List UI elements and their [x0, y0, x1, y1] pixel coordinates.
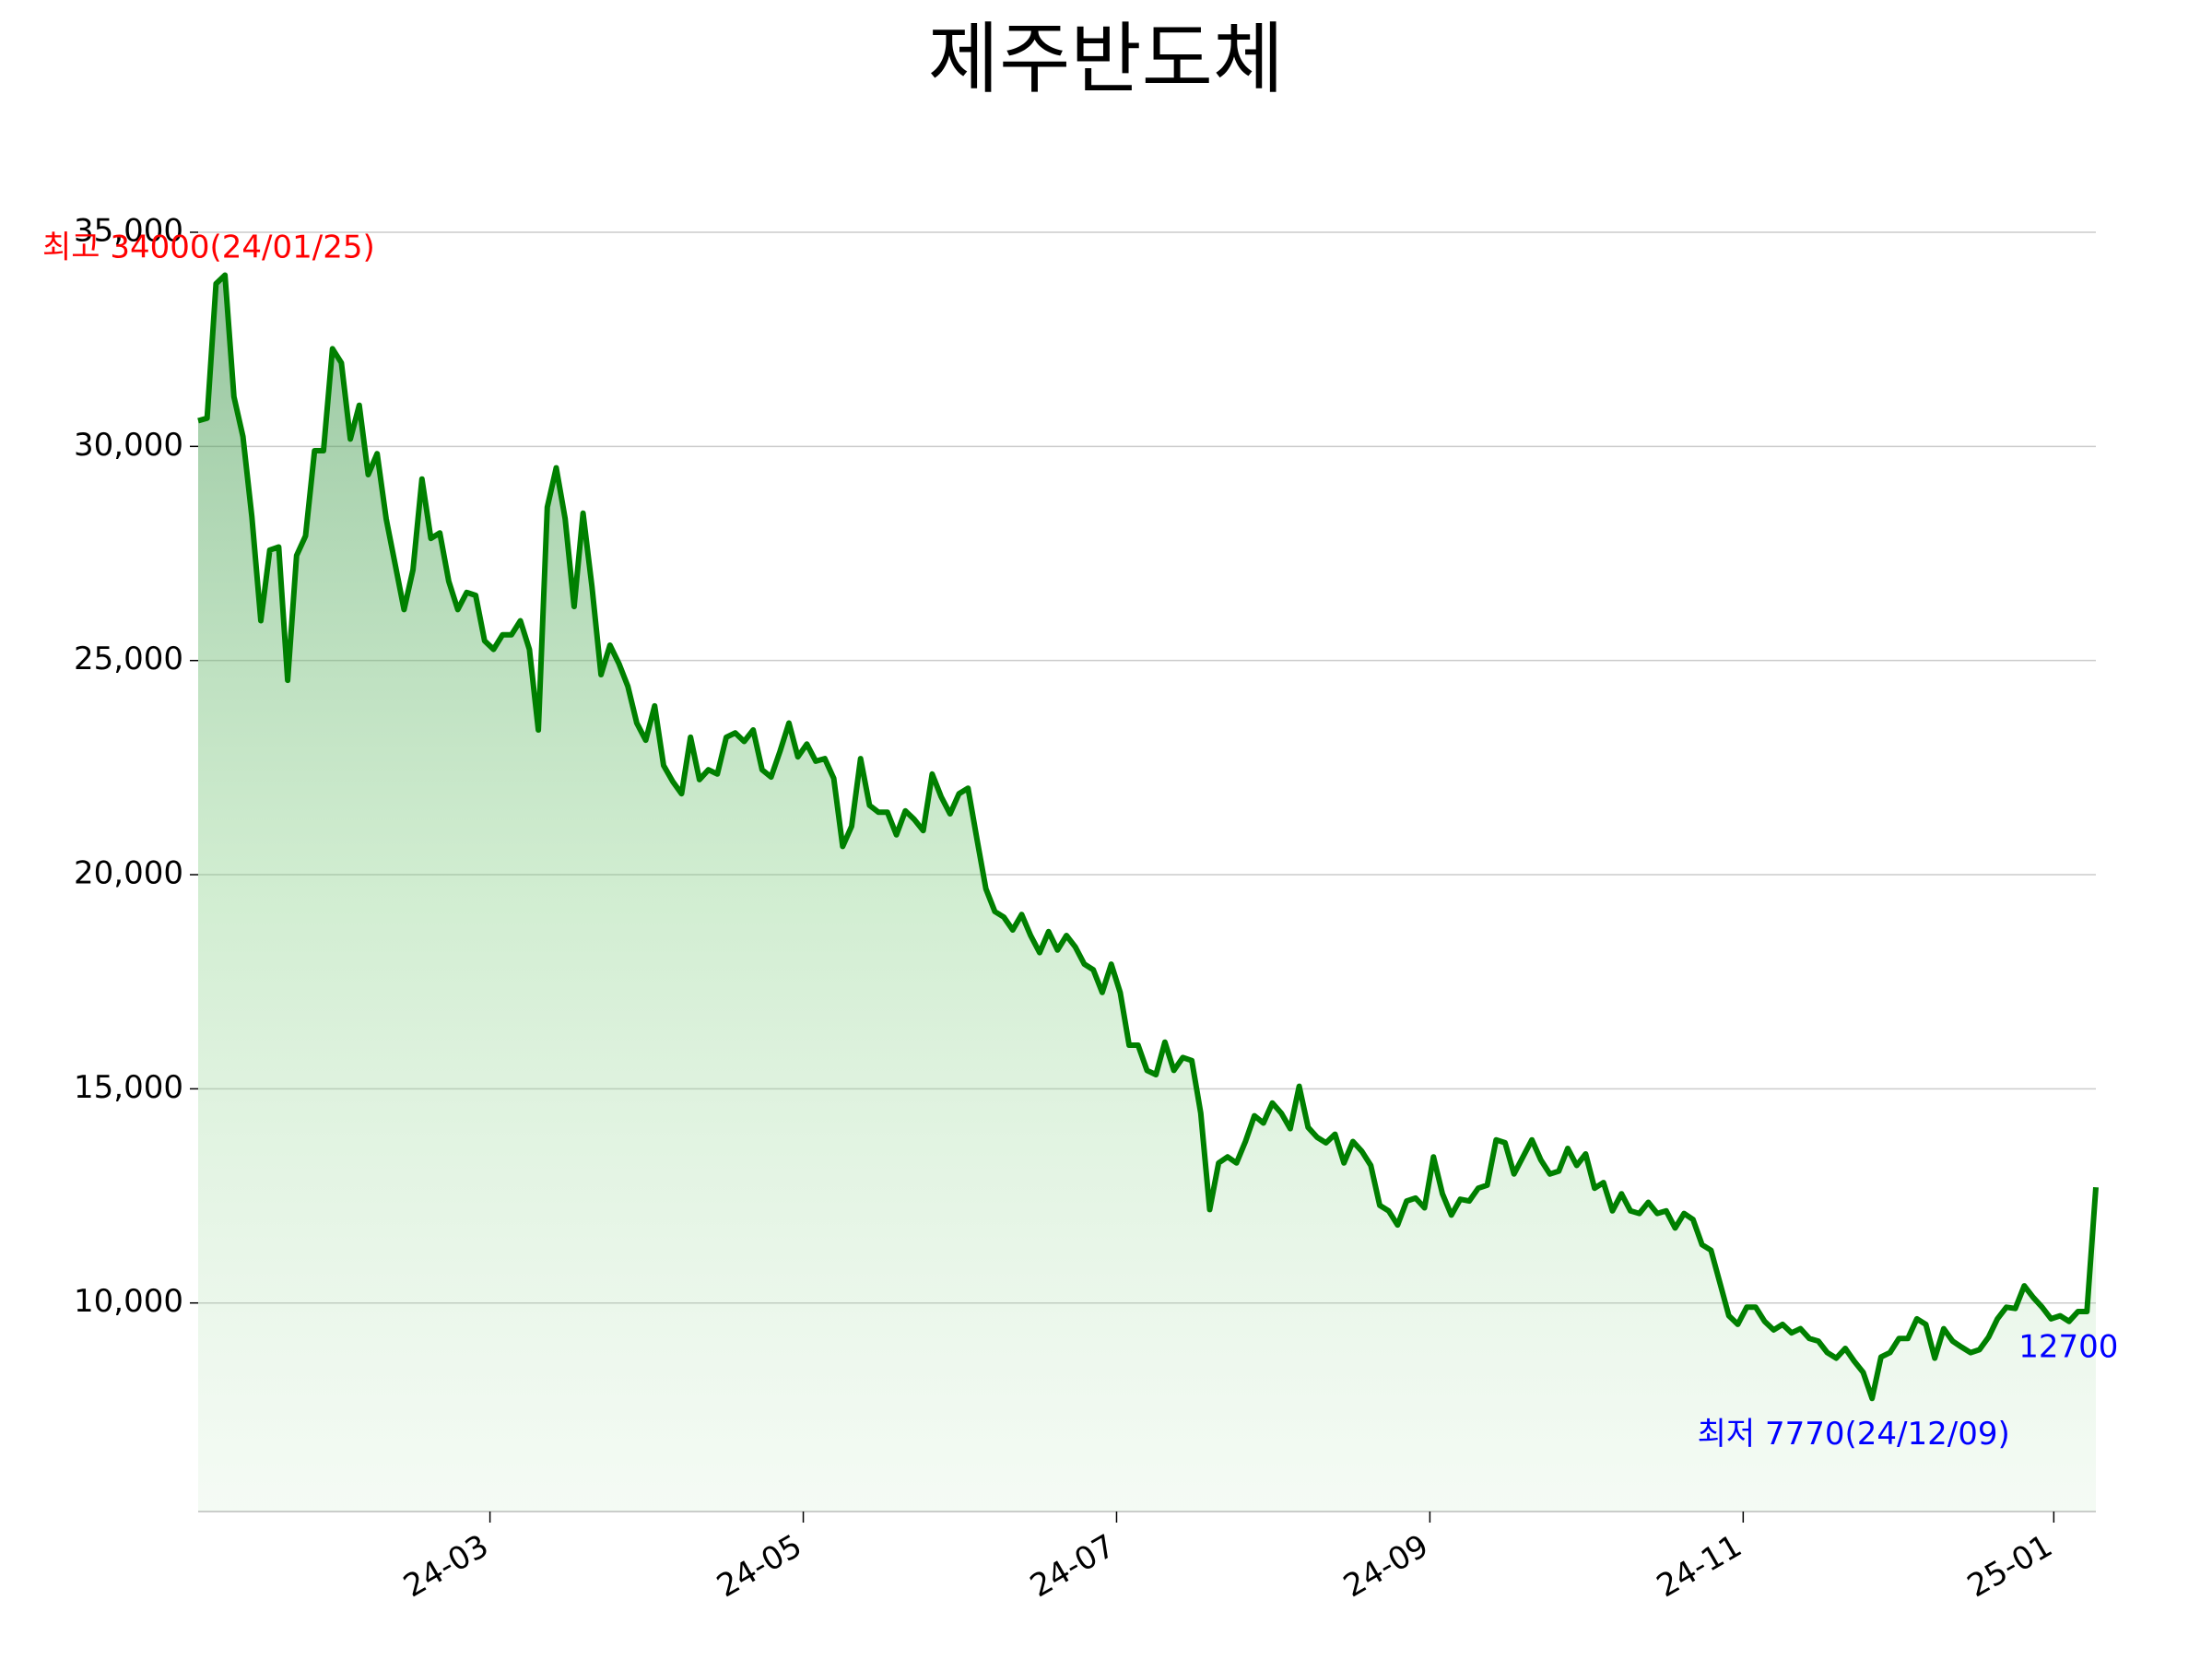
x-tick-label: 24-09: [1337, 1527, 1435, 1605]
x-tick-label: 24-07: [1024, 1527, 1122, 1605]
x-tick-label: 24-11: [1651, 1527, 1748, 1605]
x-tick-label: 24-05: [711, 1527, 808, 1605]
x-tick-label: 25-01: [1961, 1527, 2059, 1605]
chart-title: 제주반도체: [928, 14, 1284, 104]
y-tick-label: 25,000: [74, 641, 183, 677]
value-label: 최저 7770(24/12/09): [1698, 1416, 2010, 1453]
value-label: 12700: [2018, 1328, 2118, 1365]
annotation: 최고 34000(24/01/25): [42, 229, 375, 266]
line: [197, 272, 2099, 1402]
x-tick-label: 24-03: [397, 1527, 495, 1605]
y-tick-label: 30,000: [74, 427, 183, 464]
y-tick-label: 35,000: [74, 213, 183, 250]
area: [198, 275, 2096, 1512]
y-tick-label: 10,000: [74, 1283, 183, 1320]
y-tick-label: 15,000: [74, 1069, 183, 1106]
y-tick-label: 20,000: [74, 855, 183, 892]
